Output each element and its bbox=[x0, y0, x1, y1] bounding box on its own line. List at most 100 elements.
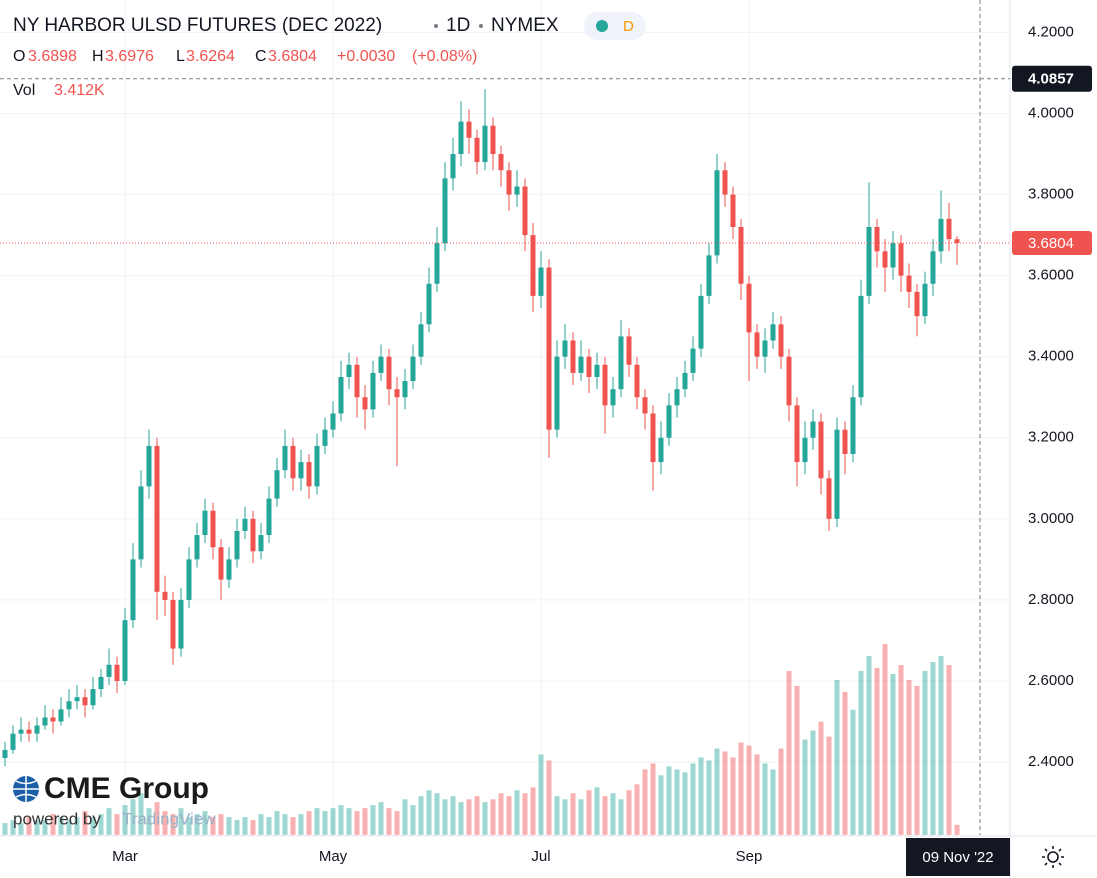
candle-body bbox=[698, 295, 704, 349]
volume-bar bbox=[770, 769, 776, 835]
candle-body bbox=[642, 397, 648, 414]
candle-body bbox=[466, 121, 472, 138]
volume-bar bbox=[778, 748, 784, 835]
candle-body bbox=[74, 697, 80, 702]
volume-bar bbox=[898, 665, 904, 835]
candle-body bbox=[354, 364, 360, 398]
volume-bar bbox=[850, 709, 856, 835]
volume-bar bbox=[722, 751, 728, 835]
volume-bar bbox=[98, 814, 104, 835]
volume-bar bbox=[466, 799, 472, 835]
volume-bar bbox=[514, 790, 520, 835]
candle-body bbox=[498, 154, 504, 171]
volume-bar bbox=[442, 799, 448, 835]
status-dot bbox=[596, 20, 608, 32]
candle-body bbox=[514, 186, 520, 195]
header: NY HARBOR ULSD FUTURES (DEC 2022) 1D NYM… bbox=[13, 12, 646, 99]
candle-body bbox=[554, 356, 560, 430]
volume-bar bbox=[58, 817, 64, 835]
volume-bar bbox=[506, 796, 512, 835]
volume-bar bbox=[914, 685, 920, 835]
exchange: NYMEX bbox=[491, 15, 559, 36]
candle-body bbox=[858, 295, 864, 398]
candle-body bbox=[322, 429, 328, 446]
candle-body bbox=[802, 437, 808, 463]
candle-body bbox=[426, 283, 432, 325]
ohlc-label: L bbox=[176, 48, 185, 65]
candle-body bbox=[58, 709, 64, 722]
volume-bar bbox=[626, 790, 632, 835]
volume-bar bbox=[610, 793, 616, 835]
candle-body bbox=[538, 267, 544, 296]
volume-bar bbox=[906, 679, 912, 835]
volume-bar bbox=[746, 745, 752, 835]
candle-body bbox=[626, 336, 632, 365]
volume-bar bbox=[410, 805, 416, 835]
volume-bar bbox=[146, 808, 152, 835]
candle-body bbox=[482, 125, 488, 163]
volume-bar bbox=[842, 691, 848, 835]
volume-bar bbox=[394, 811, 400, 835]
candle-body bbox=[386, 356, 392, 390]
volume-bar bbox=[402, 799, 408, 835]
volume-bar bbox=[450, 796, 456, 835]
volume-bar bbox=[818, 721, 824, 835]
candle-body bbox=[650, 413, 656, 463]
candle-body bbox=[674, 389, 680, 406]
volume-bar bbox=[386, 808, 392, 835]
candle-body bbox=[850, 397, 856, 454]
candle-body bbox=[722, 170, 728, 195]
volume-bar bbox=[186, 817, 192, 835]
candle-body bbox=[186, 559, 192, 600]
candle-body bbox=[898, 243, 904, 276]
volume-bar bbox=[714, 748, 720, 835]
candle-body bbox=[882, 251, 888, 268]
volume-bar bbox=[2, 823, 8, 835]
candle-body bbox=[26, 729, 32, 734]
volume-bar bbox=[602, 796, 608, 835]
volume-bar bbox=[202, 811, 208, 835]
volume-bar bbox=[82, 811, 88, 835]
y-tick-label: 2.4000 bbox=[1028, 753, 1074, 770]
volume-bar bbox=[354, 811, 360, 835]
volume-bar bbox=[330, 808, 336, 835]
candle-body bbox=[114, 664, 120, 681]
volume-bar bbox=[154, 802, 160, 835]
candle-body bbox=[2, 749, 8, 758]
volume-bar bbox=[426, 790, 432, 835]
candle-body bbox=[914, 291, 920, 317]
status-pill[interactable] bbox=[584, 12, 646, 40]
candle-body bbox=[362, 397, 368, 410]
candle-body bbox=[746, 283, 752, 333]
last-price-label: 3.6804 bbox=[1028, 235, 1074, 252]
candle-body bbox=[546, 267, 552, 430]
candle-body bbox=[210, 510, 216, 548]
volume-bar bbox=[874, 668, 880, 835]
volume-bar bbox=[578, 799, 584, 835]
y-tick-label: 3.4000 bbox=[1028, 348, 1074, 365]
volume-bar bbox=[482, 802, 488, 835]
settings-icon[interactable] bbox=[1042, 846, 1064, 868]
volume-bar bbox=[890, 673, 896, 835]
volume-bar bbox=[802, 739, 808, 835]
candle-body bbox=[250, 518, 256, 552]
candle-body bbox=[338, 376, 344, 414]
volume-bar bbox=[106, 808, 112, 835]
y-tick-label: 4.2000 bbox=[1028, 23, 1074, 40]
volume-bar bbox=[130, 799, 136, 835]
candle-body bbox=[570, 340, 576, 373]
volume-bar bbox=[362, 808, 368, 835]
y-tick-label: 3.6000 bbox=[1028, 267, 1074, 284]
volume-bar bbox=[866, 656, 872, 835]
volume-bar bbox=[274, 811, 280, 835]
last-price-tag bbox=[1012, 231, 1092, 256]
volume-bar bbox=[562, 799, 568, 835]
ohlc-label: C bbox=[255, 48, 267, 65]
volume-bar bbox=[498, 793, 504, 835]
candle-body bbox=[762, 340, 768, 357]
candle-body bbox=[842, 429, 848, 454]
x-tick-label: Mar bbox=[112, 848, 138, 865]
candle-body bbox=[786, 356, 792, 406]
volume-bar bbox=[810, 730, 816, 835]
volume-bar bbox=[674, 769, 680, 835]
